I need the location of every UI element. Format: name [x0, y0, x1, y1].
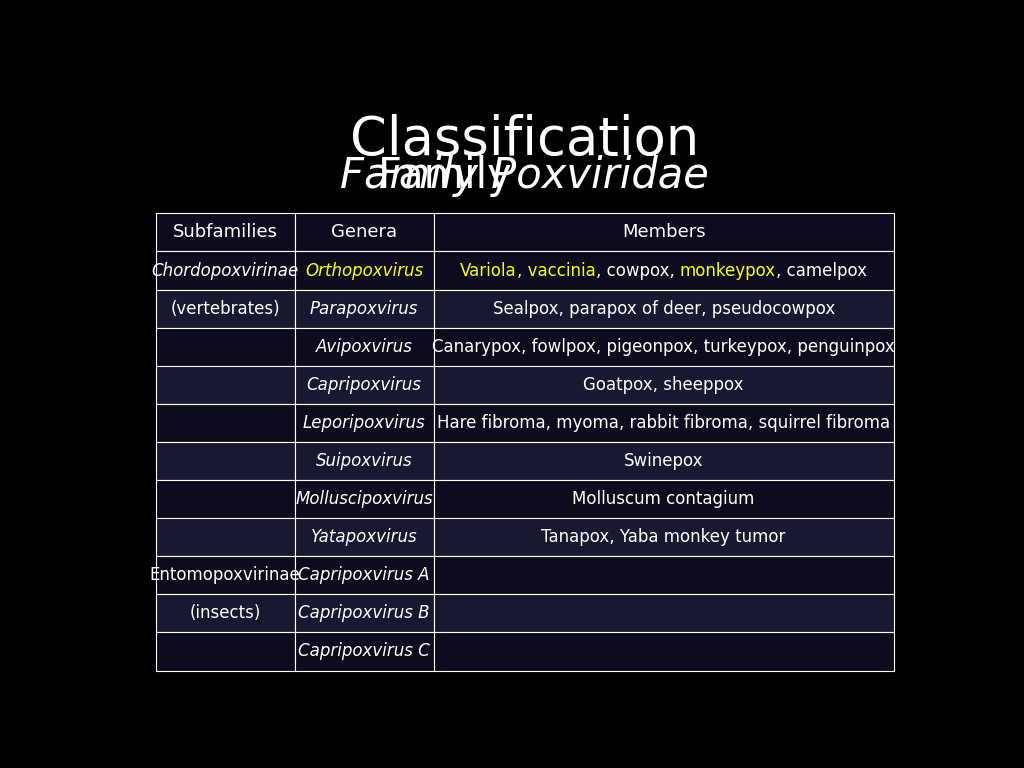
Bar — [295, 366, 433, 404]
Bar — [433, 214, 894, 251]
Text: Variola: Variola — [461, 262, 517, 280]
Text: Genera: Genera — [331, 223, 397, 241]
Bar — [433, 404, 894, 442]
Text: Capripoxvirus A: Capripoxvirus A — [298, 566, 430, 584]
Bar — [156, 594, 295, 632]
Text: Chordopoxvirinae: Chordopoxvirinae — [152, 262, 299, 280]
Bar — [295, 556, 433, 594]
Text: Goatpox, sheeppox: Goatpox, sheeppox — [584, 376, 743, 394]
Bar — [295, 632, 433, 670]
Text: Subfamilies: Subfamilies — [173, 223, 278, 241]
Text: Classification: Classification — [350, 114, 699, 165]
Bar — [295, 594, 433, 632]
Text: Family Poxviridae: Family Poxviridae — [340, 155, 710, 197]
Text: Sealpox, parapox of deer, pseudocowpox: Sealpox, parapox of deer, pseudocowpox — [493, 300, 835, 318]
Text: Molluscum contagium: Molluscum contagium — [572, 490, 755, 508]
Bar — [433, 480, 894, 518]
Bar — [156, 518, 295, 556]
Text: monkeypox: monkeypox — [680, 262, 776, 280]
Text: Leporipoxvirus: Leporipoxvirus — [303, 414, 425, 432]
Bar — [433, 442, 894, 480]
Text: Tanapox, Yaba monkey tumor: Tanapox, Yaba monkey tumor — [542, 528, 785, 546]
Bar — [156, 556, 295, 594]
Bar — [156, 290, 295, 328]
Text: Entomopoxvirinae: Entomopoxvirinae — [150, 566, 301, 584]
Text: Canarypox, fowlpox, pigeonpox, turkeypox, penguinpox: Canarypox, fowlpox, pigeonpox, turkeypox… — [432, 338, 895, 356]
Bar — [295, 251, 433, 290]
Bar — [433, 251, 894, 290]
Bar — [295, 518, 433, 556]
Bar — [295, 480, 433, 518]
Text: Swinepox: Swinepox — [624, 452, 703, 470]
Text: Family: Family — [378, 155, 524, 197]
Text: Parapoxvirus: Parapoxvirus — [310, 300, 418, 318]
Bar — [433, 290, 894, 328]
Bar — [295, 442, 433, 480]
Text: , cowpox,: , cowpox, — [596, 262, 680, 280]
Bar — [156, 480, 295, 518]
Text: , camelpox: , camelpox — [776, 262, 867, 280]
Bar — [156, 214, 295, 251]
Text: , vaccinia: , vaccinia — [517, 262, 596, 280]
Text: Hare fibroma, myoma, rabbit fibroma, squirrel fibroma: Hare fibroma, myoma, rabbit fibroma, squ… — [437, 414, 890, 432]
Text: Suipoxvirus: Suipoxvirus — [315, 452, 413, 470]
Text: Capripoxvirus B: Capripoxvirus B — [298, 604, 430, 622]
Bar — [433, 632, 894, 670]
Text: Capripoxvirus: Capripoxvirus — [306, 376, 422, 394]
Text: (insects): (insects) — [189, 604, 261, 622]
Bar — [295, 290, 433, 328]
Bar — [156, 632, 295, 670]
Text: Capripoxvirus C: Capripoxvirus C — [298, 643, 430, 660]
Bar — [156, 404, 295, 442]
Bar — [433, 556, 894, 594]
Bar — [433, 518, 894, 556]
Bar — [295, 214, 433, 251]
Bar — [295, 328, 433, 366]
Bar — [156, 442, 295, 480]
Text: Members: Members — [622, 223, 706, 241]
Text: (vertebrates): (vertebrates) — [170, 300, 280, 318]
Bar — [156, 251, 295, 290]
Bar — [156, 366, 295, 404]
Text: Orthopoxvirus: Orthopoxvirus — [305, 262, 423, 280]
Text: Avipoxvirus: Avipoxvirus — [315, 338, 413, 356]
Bar — [433, 366, 894, 404]
Bar — [156, 328, 295, 366]
Bar — [295, 404, 433, 442]
Text: Molluscipoxvirus: Molluscipoxvirus — [295, 490, 433, 508]
Text: Yatapoxvirus: Yatapoxvirus — [310, 528, 418, 546]
Bar — [433, 328, 894, 366]
Bar — [433, 594, 894, 632]
